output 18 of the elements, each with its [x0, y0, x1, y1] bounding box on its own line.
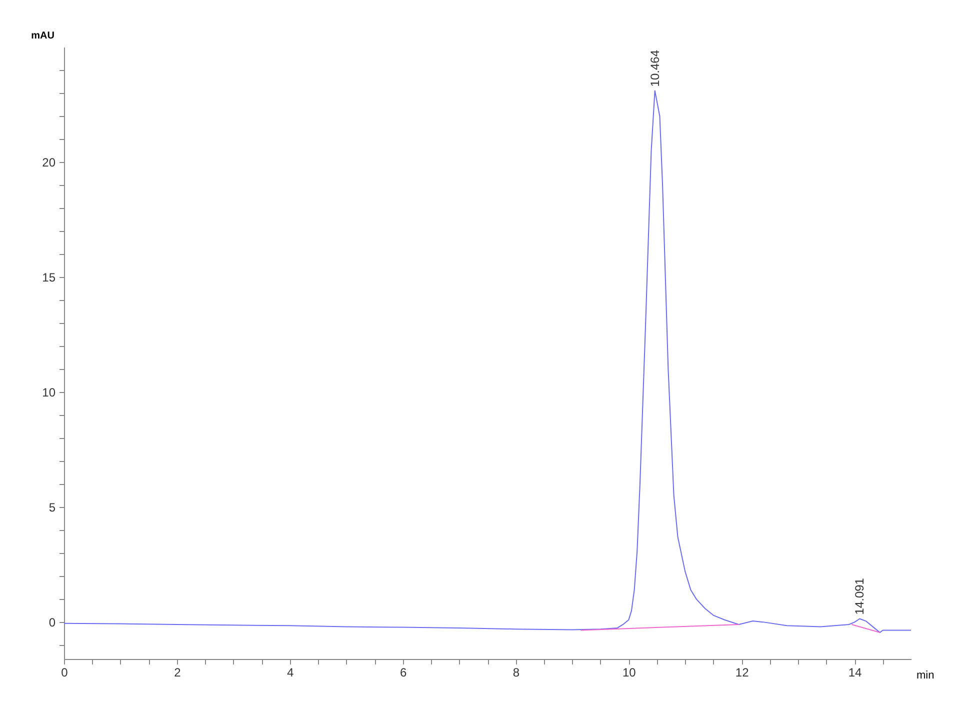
- x-tick-label: 12: [735, 666, 750, 680]
- y-tick-label: 10: [42, 386, 56, 400]
- x-tick-label: 4: [287, 666, 294, 680]
- y-axis-title: mAU: [31, 30, 54, 42]
- y-tick-label: 20: [42, 156, 56, 170]
- y-tick-label: 5: [48, 500, 56, 515]
- x-tick-label: 14: [848, 666, 862, 680]
- line-series: [64, 90, 911, 634]
- x-tick-label: 2: [174, 666, 182, 680]
- x-axis-title: min: [916, 670, 934, 682]
- annotation: 10.464: [648, 50, 662, 87]
- x-tick-label: 6: [400, 666, 407, 680]
- y-tick-label: 15: [42, 270, 56, 285]
- annotation: 14.091: [852, 578, 867, 615]
- y-tick-label: 0: [48, 616, 56, 630]
- x-tick-label: 0: [61, 666, 68, 680]
- x-tick-label: 10: [622, 666, 636, 680]
- x-tick-label: 8: [512, 666, 520, 680]
